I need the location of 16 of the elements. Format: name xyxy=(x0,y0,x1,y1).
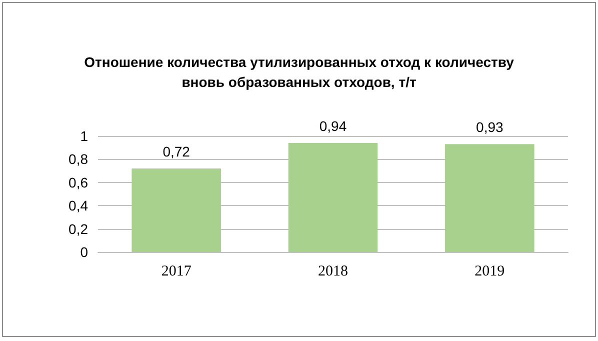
bar xyxy=(288,142,378,252)
chart-title: Отношение количества утилизированных отход к количеству вновь образованных отходов, т/т xyxy=(84,54,514,90)
y-tick-label: 1 xyxy=(80,128,88,144)
bar xyxy=(445,144,534,252)
y-tick-label: 0,2 xyxy=(68,220,88,237)
y-tick-label: 0,6 xyxy=(68,174,88,190)
data-label: 0,94 xyxy=(319,118,347,134)
y-tick-label: 0,8 xyxy=(68,151,88,168)
x-tick-label: 2018 xyxy=(318,264,348,280)
y-tick-label: 0,4 xyxy=(68,198,88,214)
x-tick-label: 2019 xyxy=(474,264,505,280)
x-tick-label: 2017 xyxy=(161,264,192,280)
y-tick-label: 0 xyxy=(80,244,88,260)
bar xyxy=(132,168,221,252)
data-label: 0,72 xyxy=(162,143,190,160)
data-label: 0,93 xyxy=(476,119,504,136)
